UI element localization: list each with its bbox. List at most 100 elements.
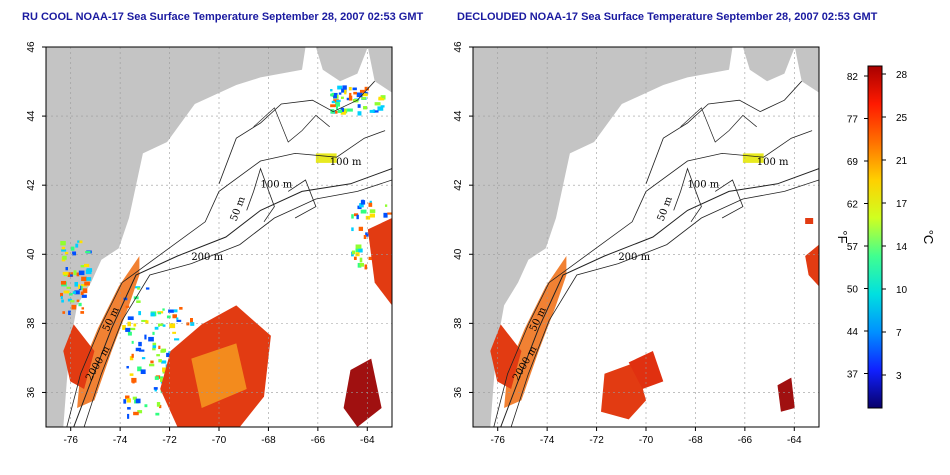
speckle-pixel (348, 95, 353, 101)
speckle-pixel (60, 240, 66, 246)
y-tick-label: 46 (26, 41, 37, 53)
nova-scotia-land (742, 47, 795, 82)
speckle-pixel (132, 396, 137, 400)
isobath-label: 200 m (618, 252, 650, 263)
y-tick-label: 44 (453, 110, 464, 122)
speckle-pixel (148, 336, 154, 342)
speckle-pixel (67, 298, 72, 302)
speckle-pixel (387, 212, 392, 215)
speckle-pixel (72, 251, 77, 256)
speckle-pixel (331, 100, 335, 104)
shelf-water-patch (504, 256, 567, 408)
fahrenheit-tick-label: 50 (847, 285, 859, 296)
speckle-pixel (156, 402, 161, 407)
speckle-pixel (136, 300, 141, 303)
speckle-pixel (176, 319, 182, 322)
speckle-pixel (364, 91, 369, 95)
speckle-pixel (162, 367, 167, 372)
y-tick-label: 42 (453, 179, 464, 191)
speckle-pixel (138, 341, 142, 347)
isobath-label: 100 m (330, 157, 362, 168)
speckle-pixel (342, 85, 347, 90)
fahrenheit-tick-label: 82 (847, 72, 859, 83)
speckle-pixel (76, 299, 80, 302)
y-tick-label: 40 (453, 248, 464, 260)
celsius-tick-label: 7 (896, 328, 902, 339)
speckle-pixel (125, 327, 131, 332)
speckle-pixel (154, 388, 157, 392)
speckle-pixel (127, 316, 134, 321)
speckle-pixel (153, 387, 158, 390)
temperature-colorbar: 82 77 69 62 57 50 44 37 28 25 21 17 14 10 7 3 °F °C (835, 65, 936, 409)
speckle-pixel (169, 323, 176, 329)
x-tick-label: -76 (63, 435, 78, 446)
speckle-pixel (150, 312, 155, 317)
fahrenheit-tick-label: 77 (847, 115, 859, 126)
speckle-pixel (340, 96, 344, 99)
x-tick-label: -64 (787, 435, 802, 446)
speckle-pixel (141, 357, 146, 360)
speckle-pixel (346, 97, 351, 101)
speckle-pixel (369, 109, 375, 113)
speckle-pixel (359, 257, 363, 263)
speckle-pixel (156, 354, 160, 357)
speckle-pixel (176, 317, 179, 320)
speckle-pixel (157, 312, 162, 315)
x-tick-label: -66 (311, 435, 326, 446)
x-tick-label: -70 (212, 435, 227, 446)
speckle-pixel (80, 291, 84, 295)
x-tick-label: -64 (360, 435, 375, 446)
speckle-pixel (383, 212, 388, 218)
isobath-line (673, 167, 702, 223)
speckle-pixel (84, 263, 90, 267)
speckle-pixel (335, 102, 341, 107)
speckle-pixel (162, 370, 167, 374)
speckle-pixel (129, 373, 134, 376)
celsius-tick-label: 17 (896, 199, 908, 210)
speckle-pixel (368, 256, 375, 261)
speckle-pixel (360, 209, 367, 214)
celsius-tick-label: 21 (896, 156, 908, 167)
speckle-pixel (158, 345, 161, 350)
speckle-pixel (348, 86, 352, 91)
speckle-pixel (127, 331, 132, 336)
speckle-pixel (330, 104, 336, 108)
speckle-pixel (360, 200, 366, 205)
y-tick-label: 44 (26, 110, 37, 122)
fahrenheit-tick-label: 62 (847, 200, 859, 211)
speckle-pixel (81, 276, 87, 282)
isobath-label: 50 m (229, 195, 248, 223)
speckle-pixel (69, 292, 73, 296)
speckle-pixel (63, 290, 70, 294)
speckle-pixel (123, 399, 127, 404)
speckle-pixel (133, 323, 137, 327)
speckle-pixel (351, 250, 356, 255)
speckle-pixel (86, 277, 92, 281)
speckle-pixel (74, 290, 80, 295)
celsius-tick-label: 3 (896, 371, 902, 382)
east-warm-spot (805, 218, 814, 224)
x-tick-label: -74 (113, 435, 128, 446)
isobath-line (287, 179, 317, 219)
speckle-pixel (384, 204, 388, 207)
speckle-pixel (155, 412, 160, 416)
speckle-pixel (131, 377, 137, 383)
cool-patch-georges (315, 153, 337, 163)
speckle-pixel (80, 265, 85, 268)
isobath-line (645, 80, 802, 184)
isobath-line (253, 107, 330, 143)
isobath-line (500, 168, 819, 427)
fahrenheit-tick-label: 69 (847, 157, 859, 168)
speckle-pixel (135, 347, 142, 352)
speckle-pixel (78, 302, 82, 307)
speckle-pixel (82, 288, 88, 294)
speckle-pixel (355, 244, 362, 249)
y-tick-label: 36 (453, 386, 464, 398)
y-tick-label: 42 (26, 179, 37, 191)
east-warm-patch (805, 244, 819, 287)
speckle-pixel (70, 300, 75, 303)
speckle-pixel (73, 270, 77, 276)
speckle-pixel (369, 209, 376, 213)
